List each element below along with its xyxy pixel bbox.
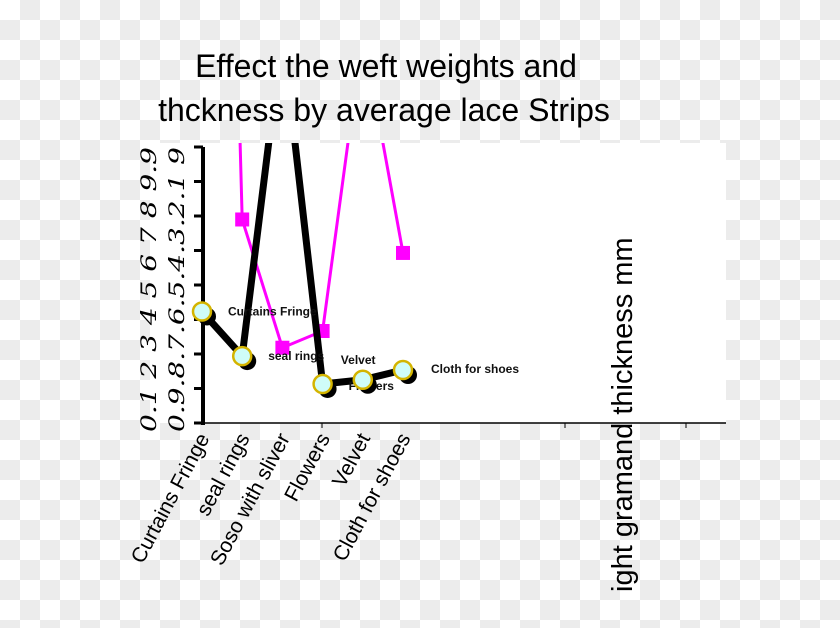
series-black-marker xyxy=(231,345,253,367)
series-magenta-marker xyxy=(275,340,290,355)
point-label: Curtains Fringe xyxy=(228,304,317,318)
series-black-marker xyxy=(191,301,213,322)
series-magenta-marker xyxy=(396,245,410,260)
series-black-marker xyxy=(352,369,374,391)
y-tick-labels-b: 0.9.8.7.6.5.4.3.2.1 9 xyxy=(165,147,189,432)
y-tick-labels-a: 0.1 2 3 4 5 6 7 8 9.9 xyxy=(137,147,161,432)
right-axis-label: ight gramand thickness mm xyxy=(607,237,639,592)
series-black-marker xyxy=(312,373,333,395)
point-label: Velvet xyxy=(341,353,376,367)
plot-area xyxy=(150,143,726,423)
x-tick-label: Cloth for shoes xyxy=(329,430,416,566)
series-magenta-line xyxy=(238,143,405,350)
point-label: seal rings xyxy=(268,349,324,363)
series-black-marker xyxy=(392,359,414,381)
series-magenta-marker xyxy=(235,212,250,227)
series-magenta-marker xyxy=(356,26,370,40)
point-label: Cloth for shoes xyxy=(431,362,519,376)
chart-title-line-1: Effect the weft weights and xyxy=(195,48,577,84)
chart-title-line-2: thckness by average lace Strips xyxy=(158,92,610,128)
